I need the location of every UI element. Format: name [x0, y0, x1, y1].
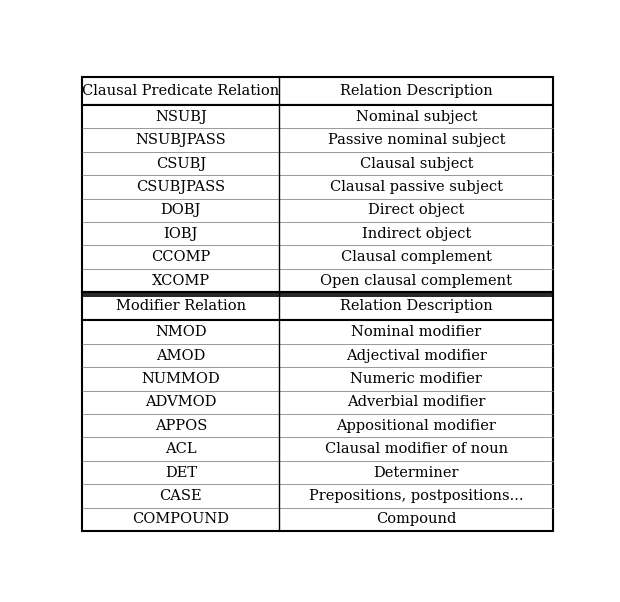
Bar: [82, 105, 553, 293]
Bar: [82, 128, 553, 152]
Text: NSUBJ: NSUBJ: [155, 110, 206, 123]
Text: Adjectival modifier: Adjectival modifier: [346, 349, 487, 362]
Bar: [82, 293, 553, 320]
Bar: [82, 293, 553, 320]
Bar: [82, 320, 553, 531]
Bar: [82, 507, 553, 531]
Text: NUMMOD: NUMMOD: [141, 372, 220, 386]
Text: Passive nominal subject: Passive nominal subject: [327, 133, 505, 147]
Text: NMOD: NMOD: [155, 325, 206, 339]
Text: Appositional modifier: Appositional modifier: [336, 419, 496, 433]
Text: COMPOUND: COMPOUND: [132, 512, 229, 526]
Text: Clausal passive subject: Clausal passive subject: [330, 180, 503, 194]
Text: XCOMP: XCOMP: [152, 273, 210, 288]
Text: CASE: CASE: [159, 489, 202, 503]
Text: Numeric modifier: Numeric modifier: [350, 372, 482, 386]
Text: Modifier Relation: Modifier Relation: [116, 299, 246, 314]
Bar: [82, 485, 553, 507]
Bar: [82, 269, 553, 293]
Bar: [82, 246, 553, 269]
Bar: [82, 77, 553, 105]
Text: NSUBJPASS: NSUBJPASS: [135, 133, 226, 147]
Bar: [82, 77, 553, 105]
Text: Nominal subject: Nominal subject: [355, 110, 477, 123]
Text: Determiner: Determiner: [373, 465, 459, 480]
Text: Nominal modifier: Nominal modifier: [351, 325, 481, 339]
Bar: [82, 367, 553, 391]
Text: CSUBJ: CSUBJ: [156, 157, 206, 170]
Text: Indirect object: Indirect object: [361, 227, 471, 241]
Text: Clausal Predicate Relation: Clausal Predicate Relation: [82, 84, 280, 98]
Text: CCOMP: CCOMP: [151, 250, 210, 264]
Text: Prepositions, postpositions...: Prepositions, postpositions...: [309, 489, 523, 503]
Text: CSUBJPASS: CSUBJPASS: [136, 180, 226, 194]
Text: Open clausal complement: Open clausal complement: [321, 273, 512, 288]
Text: Relation Description: Relation Description: [340, 299, 493, 314]
Text: DET: DET: [165, 465, 197, 480]
Text: APPOS: APPOS: [154, 419, 207, 433]
Bar: [82, 175, 553, 199]
Bar: [82, 414, 553, 438]
Text: ADVMOD: ADVMOD: [145, 396, 216, 409]
Text: Clausal modifier of noun: Clausal modifier of noun: [325, 442, 508, 456]
Text: Relation Description: Relation Description: [340, 84, 493, 98]
Bar: [82, 222, 553, 246]
Text: Clausal complement: Clausal complement: [341, 250, 492, 264]
Text: Clausal subject: Clausal subject: [360, 157, 473, 170]
Text: IOBJ: IOBJ: [164, 227, 198, 241]
Bar: [82, 152, 553, 175]
Bar: [82, 438, 553, 461]
Bar: [82, 344, 553, 367]
Text: Compound: Compound: [376, 512, 456, 526]
Bar: [82, 391, 553, 414]
Bar: [82, 105, 553, 128]
Text: DOBJ: DOBJ: [161, 203, 201, 217]
Text: ACL: ACL: [165, 442, 197, 456]
Bar: [82, 461, 553, 485]
Text: Adverbial modifier: Adverbial modifier: [347, 396, 485, 409]
Text: AMOD: AMOD: [156, 349, 205, 362]
Bar: [82, 199, 553, 222]
Bar: [82, 320, 553, 344]
Text: Direct object: Direct object: [368, 203, 464, 217]
